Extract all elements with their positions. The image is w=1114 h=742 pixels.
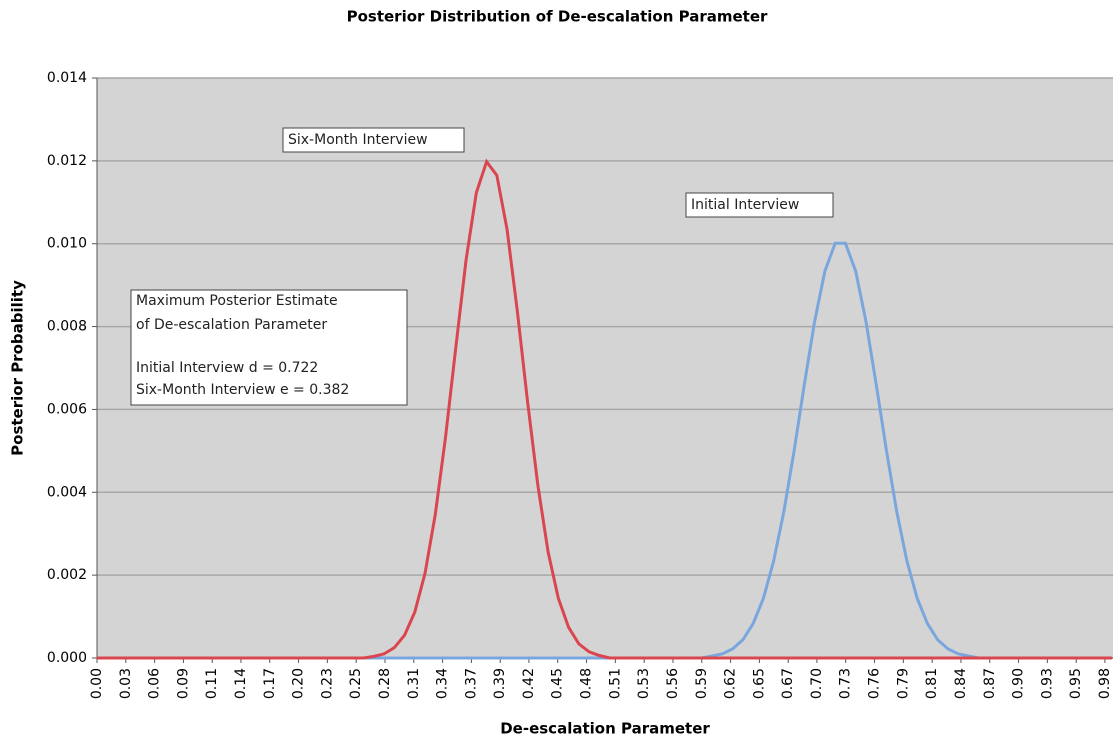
annotation-line: Initial Interview d = 0.722 bbox=[136, 360, 318, 376]
x-tick-label: 0.23 bbox=[319, 668, 335, 699]
annotation-line: Six-Month Interview e = 0.382 bbox=[136, 382, 349, 398]
x-tick-label: 0.76 bbox=[867, 668, 883, 699]
y-tick-label: 0.000 bbox=[47, 650, 87, 666]
x-tick-label: 0.37 bbox=[463, 668, 479, 699]
x-tick-label: 0.28 bbox=[377, 668, 393, 699]
callout-box bbox=[685, 192, 834, 218]
x-tick-label: 0.00 bbox=[89, 668, 105, 699]
y-tick-label: 0.006 bbox=[47, 401, 87, 417]
x-tick-label: 0.51 bbox=[607, 668, 623, 699]
x-tick-label: 0.93 bbox=[1039, 668, 1055, 699]
x-tick-label: 0.87 bbox=[982, 668, 998, 699]
x-tick-label: 0.53 bbox=[636, 668, 652, 699]
x-tick-label: 0.81 bbox=[924, 668, 940, 699]
x-tick-label: 0.67 bbox=[780, 668, 796, 699]
series-label: Six-Month Interview bbox=[288, 132, 428, 148]
x-tick-label: 0.98 bbox=[1097, 668, 1113, 699]
x-tick-label: 0.39 bbox=[492, 668, 508, 699]
x-tick-label: 0.62 bbox=[723, 668, 739, 699]
annotation-line: of De-escalation Parameter bbox=[136, 317, 327, 333]
x-tick-label: 0.11 bbox=[204, 668, 220, 699]
x-tick-label: 0.34 bbox=[435, 668, 451, 699]
x-tick-label: 0.84 bbox=[953, 668, 969, 699]
callout-box bbox=[282, 127, 465, 153]
x-tick-label: 0.56 bbox=[665, 668, 681, 699]
x-tick-label: 0.31 bbox=[406, 668, 422, 699]
y-tick-label: 0.008 bbox=[47, 319, 87, 335]
y-tick-label: 0.004 bbox=[47, 484, 87, 500]
x-axis-label: De-escalation Parameter bbox=[500, 720, 710, 738]
x-tick-label: 0.45 bbox=[550, 668, 566, 699]
annotation-line: Maximum Posterior Estimate bbox=[136, 293, 338, 309]
chart-title: Posterior Distribution of De-escalation … bbox=[347, 8, 768, 26]
x-tick-label: 0.95 bbox=[1068, 668, 1084, 699]
y-tick-label: 0.010 bbox=[47, 236, 87, 252]
x-tick-label: 0.20 bbox=[291, 668, 307, 699]
annotation-box bbox=[130, 289, 408, 406]
x-tick-label: 0.70 bbox=[809, 668, 825, 699]
x-tick-label: 0.48 bbox=[579, 668, 595, 699]
x-tick-label: 0.42 bbox=[521, 668, 537, 699]
y-axis-label: Posterior Probability bbox=[9, 280, 27, 456]
x-tick-label: 0.65 bbox=[751, 668, 767, 699]
x-tick-label: 0.09 bbox=[175, 668, 191, 699]
y-tick-label: 0.002 bbox=[47, 567, 87, 583]
x-tick-label: 0.06 bbox=[147, 668, 163, 699]
x-tick-label: 0.79 bbox=[895, 668, 911, 699]
y-tick-label: 0.014 bbox=[47, 70, 87, 86]
y-tick-label: 0.012 bbox=[47, 153, 87, 169]
x-tick-label: 0.59 bbox=[694, 668, 710, 699]
series-line bbox=[97, 158, 1112, 660]
x-tick-label: 0.03 bbox=[118, 668, 134, 699]
series-label: Initial Interview bbox=[691, 197, 799, 213]
x-tick-label: 0.17 bbox=[262, 668, 278, 699]
x-tick-label: 0.90 bbox=[1011, 668, 1027, 699]
x-tick-label: 0.73 bbox=[838, 668, 854, 699]
x-tick-label: 0.25 bbox=[348, 668, 364, 699]
x-tick-label: 0.14 bbox=[233, 668, 249, 699]
